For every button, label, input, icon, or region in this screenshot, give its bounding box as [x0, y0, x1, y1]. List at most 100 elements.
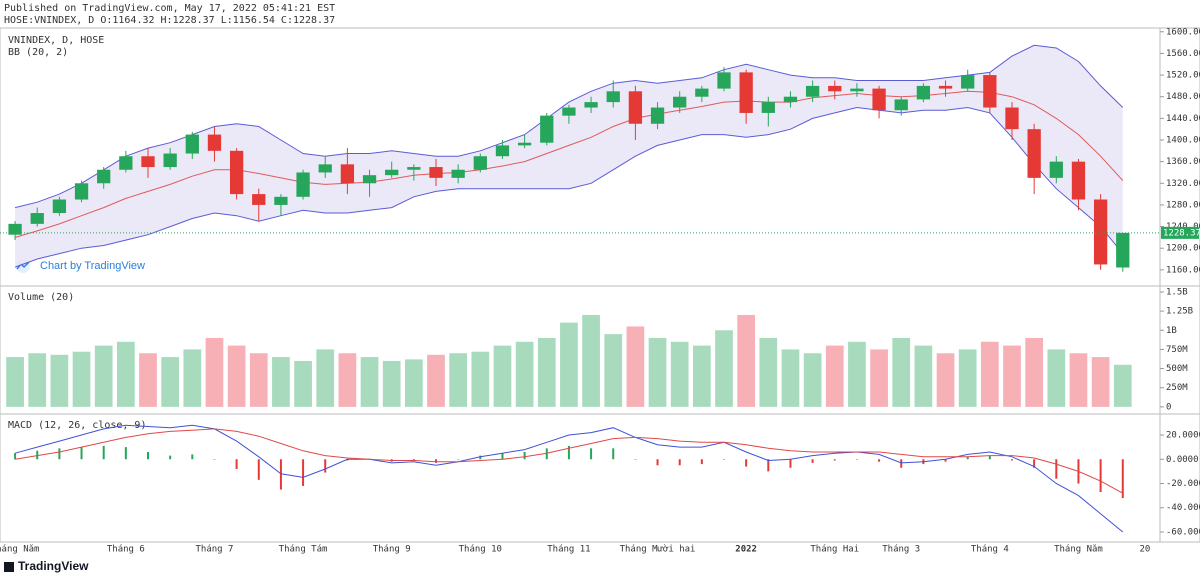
volume-bar	[316, 349, 335, 407]
ohlc-label: O:	[100, 15, 112, 26]
last-price-label: 1228.37	[1163, 228, 1200, 238]
volume-bar	[1003, 345, 1021, 407]
volume-bar	[382, 360, 401, 407]
volume-bar	[50, 354, 69, 407]
x-tick-label: Tháng Mười hai	[620, 544, 696, 555]
y-tick-label: 1360.00	[1166, 157, 1200, 167]
candle-body	[473, 156, 487, 170]
macd-histogram	[900, 459, 903, 468]
candle-body	[805, 85, 820, 97]
volume-bar	[582, 314, 600, 407]
candle-body	[1027, 129, 1041, 178]
y-tick-label: 500M	[1166, 364, 1188, 374]
volume-bar	[1069, 353, 1088, 407]
candle-body	[119, 156, 133, 170]
volume-bar	[537, 337, 556, 407]
candle-body	[850, 88, 864, 92]
candle-body	[274, 196, 288, 205]
symbol: HOSE:VNINDEX, D	[4, 15, 94, 26]
band-fill	[15, 45, 1123, 268]
x-tick-label: Tháng 6	[107, 545, 145, 555]
signal-line	[15, 428, 1124, 494]
candle-body	[229, 150, 244, 195]
volume-bar	[139, 353, 157, 407]
y-tick-label: -40.0000	[1166, 503, 1200, 513]
volume-bar	[648, 337, 667, 407]
candle-body	[961, 75, 975, 89]
y-tick-label: 1.5B	[1166, 287, 1188, 297]
macd-histogram	[567, 445, 570, 460]
candle-body	[185, 134, 199, 154]
y-tick-label: 1480.00	[1166, 92, 1200, 102]
candle-body	[385, 169, 399, 176]
candle-body	[1005, 107, 1019, 130]
volume-bar	[1025, 337, 1044, 407]
x-tick-label: Tháng 3	[882, 545, 920, 555]
macd-histogram	[346, 459, 349, 461]
macd-histogram	[590, 448, 593, 460]
candle-body	[495, 145, 510, 157]
x-tick-label: Tháng Năm	[1054, 545, 1103, 555]
volume-bar	[870, 349, 888, 407]
candle-body	[761, 102, 775, 113]
pane-title: MACD (12, 26, close, 9)	[8, 420, 146, 431]
macd-histogram	[656, 459, 659, 466]
volume-bar	[848, 341, 866, 407]
macd-histogram	[833, 459, 836, 461]
ohlc-label: H:	[161, 15, 173, 26]
y-tick-label: 0.0000	[1166, 455, 1199, 465]
y-tick-label: 1280.00	[1166, 200, 1200, 210]
bb-basis	[14, 90, 1124, 238]
candle-body	[983, 75, 997, 108]
candle-body	[606, 91, 620, 103]
volume-bar	[72, 351, 91, 407]
published-note: Published on TradingView.com, May 17, 20…	[4, 3, 335, 14]
y-tick-label: 1B	[1166, 326, 1177, 336]
volume-bar	[958, 349, 977, 407]
macd-histogram	[988, 455, 991, 460]
volume-bar	[803, 353, 822, 407]
macd-histogram	[36, 450, 39, 460]
y-tick-label: -60.0000	[1166, 527, 1200, 537]
candle-body	[252, 194, 266, 205]
pane-title: Volume (20)	[8, 292, 74, 303]
macd-histogram	[80, 447, 83, 460]
candle-body	[673, 96, 687, 108]
candle-body	[717, 72, 731, 89]
y-tick-label: 750M	[1166, 345, 1188, 355]
x-tick-label: Tháng 4	[971, 545, 1009, 555]
bb-upper	[14, 44, 1124, 209]
volume-bar	[28, 353, 47, 407]
y-tick-label: -20.0000	[1166, 479, 1200, 489]
y-tick-label: 1600.00	[1166, 27, 1200, 37]
macd-histogram	[745, 459, 748, 467]
y-tick-label: 1320.00	[1166, 179, 1200, 189]
ohlc-value: 1156.54	[233, 15, 275, 26]
macd-histogram	[767, 459, 770, 472]
candle-body	[296, 172, 310, 197]
volume-bar	[1091, 357, 1110, 407]
candle-body	[872, 88, 886, 111]
macd-histogram	[191, 454, 194, 460]
candle-body	[207, 134, 222, 151]
volume-bar	[94, 345, 113, 407]
candle-body	[916, 85, 931, 100]
volume-bar	[183, 349, 202, 407]
macd-histogram	[14, 453, 17, 460]
candle-body	[828, 85, 842, 92]
macd-histogram	[966, 456, 969, 460]
volume-bar	[692, 345, 711, 407]
macd-histogram	[58, 448, 61, 460]
ohlc-value: 1164.32	[112, 15, 154, 26]
watermark: Chart by TradingView	[40, 260, 145, 272]
candle-body	[1116, 232, 1130, 268]
macd-histogram	[723, 459, 725, 460]
ohlc-label: L:	[221, 15, 233, 26]
macd-histogram	[545, 448, 548, 460]
macd-histogram	[412, 459, 415, 461]
volume-bar	[427, 354, 445, 407]
footer-logo: TradingView	[18, 559, 89, 573]
macd-histogram	[435, 459, 437, 463]
macd-histogram	[169, 455, 172, 460]
